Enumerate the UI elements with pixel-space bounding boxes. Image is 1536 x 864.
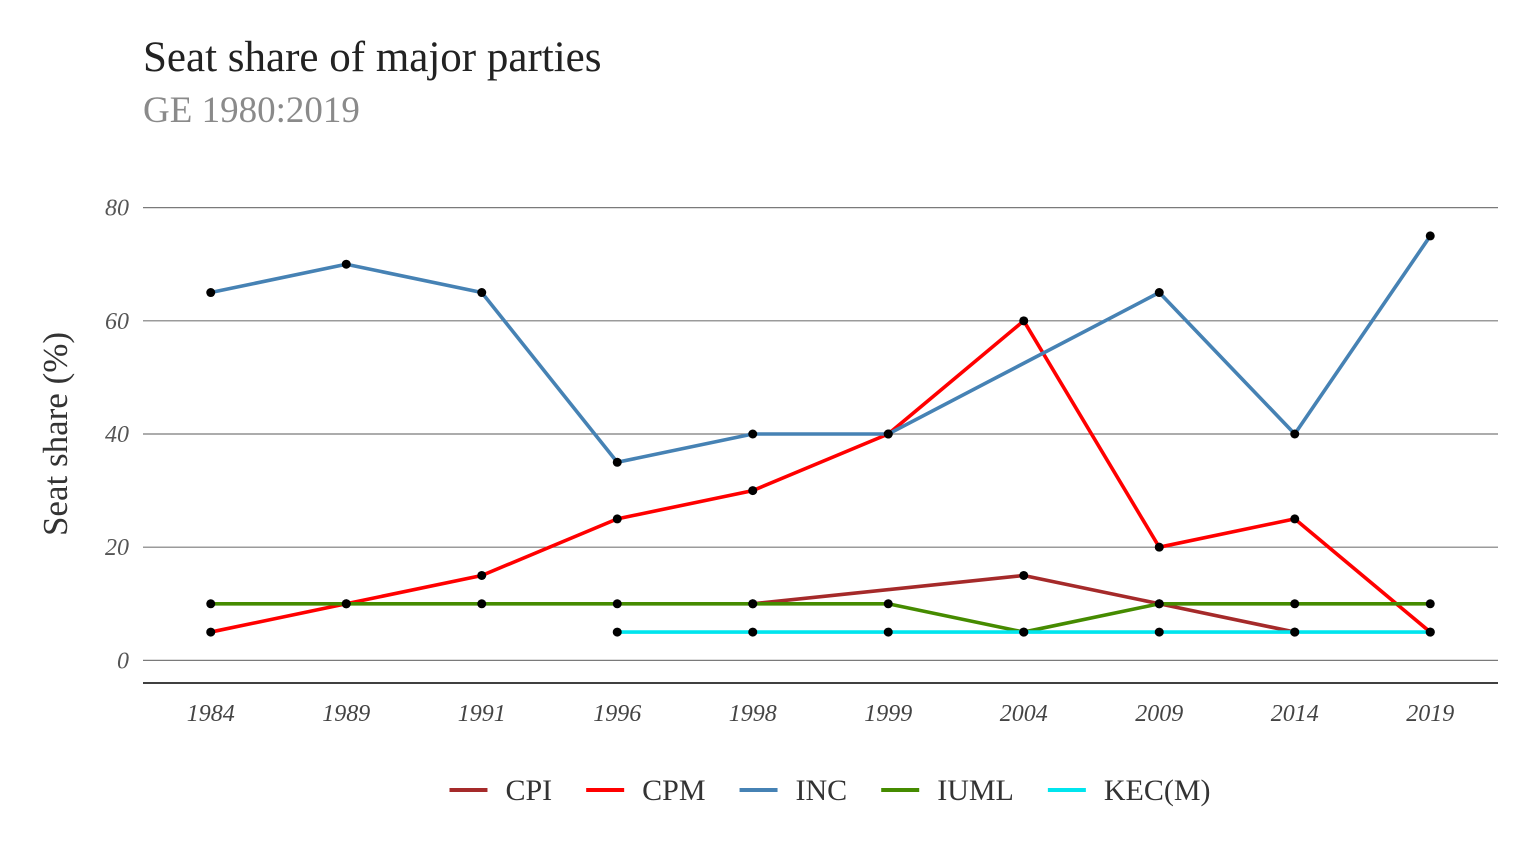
x-tick-label: 1998 [729,701,777,727]
legend-label: CPM [642,774,705,807]
series-line-cpm [208,319,1433,634]
x-tick-label: 1996 [593,701,641,727]
data-point [1154,599,1164,609]
data-point [1290,514,1300,524]
series-line-inc [208,234,1433,465]
data-point [206,627,216,637]
data-point [1019,316,1029,326]
data-point [1425,627,1435,637]
data-point [612,599,622,609]
data-point [748,627,758,637]
data-point [748,486,758,496]
data-point [748,599,758,609]
data-point [1154,542,1164,552]
x-tick-label: 1999 [864,701,912,727]
x-tick-label: 2014 [1271,701,1319,727]
data-point [883,429,893,439]
data-point [883,599,893,609]
data-point [1290,627,1300,637]
data-point [1154,627,1164,637]
data-points [206,231,1435,637]
data-point [612,514,622,524]
series-line-iuml [208,601,1433,634]
y-axis-label: Seat share (%) [36,332,75,536]
x-tick-label: 1989 [322,701,370,727]
y-tick-label: 40 [105,422,129,448]
x-axis-ticks: 1984 1989 1991 1996 1998 1999 2004 2009 2014 2019 [187,701,1455,727]
data-point [206,599,216,609]
legend: CPI CPM INC IUML KEC(M) [449,774,1211,807]
data-point [1425,231,1435,241]
data-point [1154,288,1164,298]
y-axis-ticks: 0 20 40 60 80 [105,196,129,675]
y-tick-label: 20 [105,535,129,561]
data-point [206,288,216,298]
data-point [1290,599,1300,609]
legend-label: IUML [937,774,1014,807]
legend-label: KEC(M) [1104,774,1211,807]
data-point [477,599,487,609]
y-tick-label: 0 [117,648,129,674]
x-tick-label: 2019 [1406,701,1454,727]
y-tick-label: 60 [105,309,129,335]
legend-label: CPI [505,774,552,807]
data-point [477,288,487,298]
data-point [612,627,622,637]
data-point [748,429,758,439]
series-line-cpi [750,573,1297,634]
data-point [1290,429,1300,439]
data-point [1019,570,1029,580]
x-tick-label: 1991 [458,701,506,727]
legend-label: INC [796,774,848,807]
chart-subtitle: GE 1980:2019 [143,90,360,131]
data-point [1019,627,1029,637]
x-tick-label: 2004 [1000,701,1048,727]
x-tick-label: 1984 [187,701,235,727]
data-point [341,599,351,609]
data-point [1425,599,1435,609]
y-tick-label: 80 [105,196,129,222]
data-point [341,259,351,269]
chart-title: Seat share of major parties [143,34,602,81]
data-point [883,627,893,637]
data-point [477,570,487,580]
x-tick-label: 2009 [1135,701,1183,727]
data-point [612,457,622,467]
